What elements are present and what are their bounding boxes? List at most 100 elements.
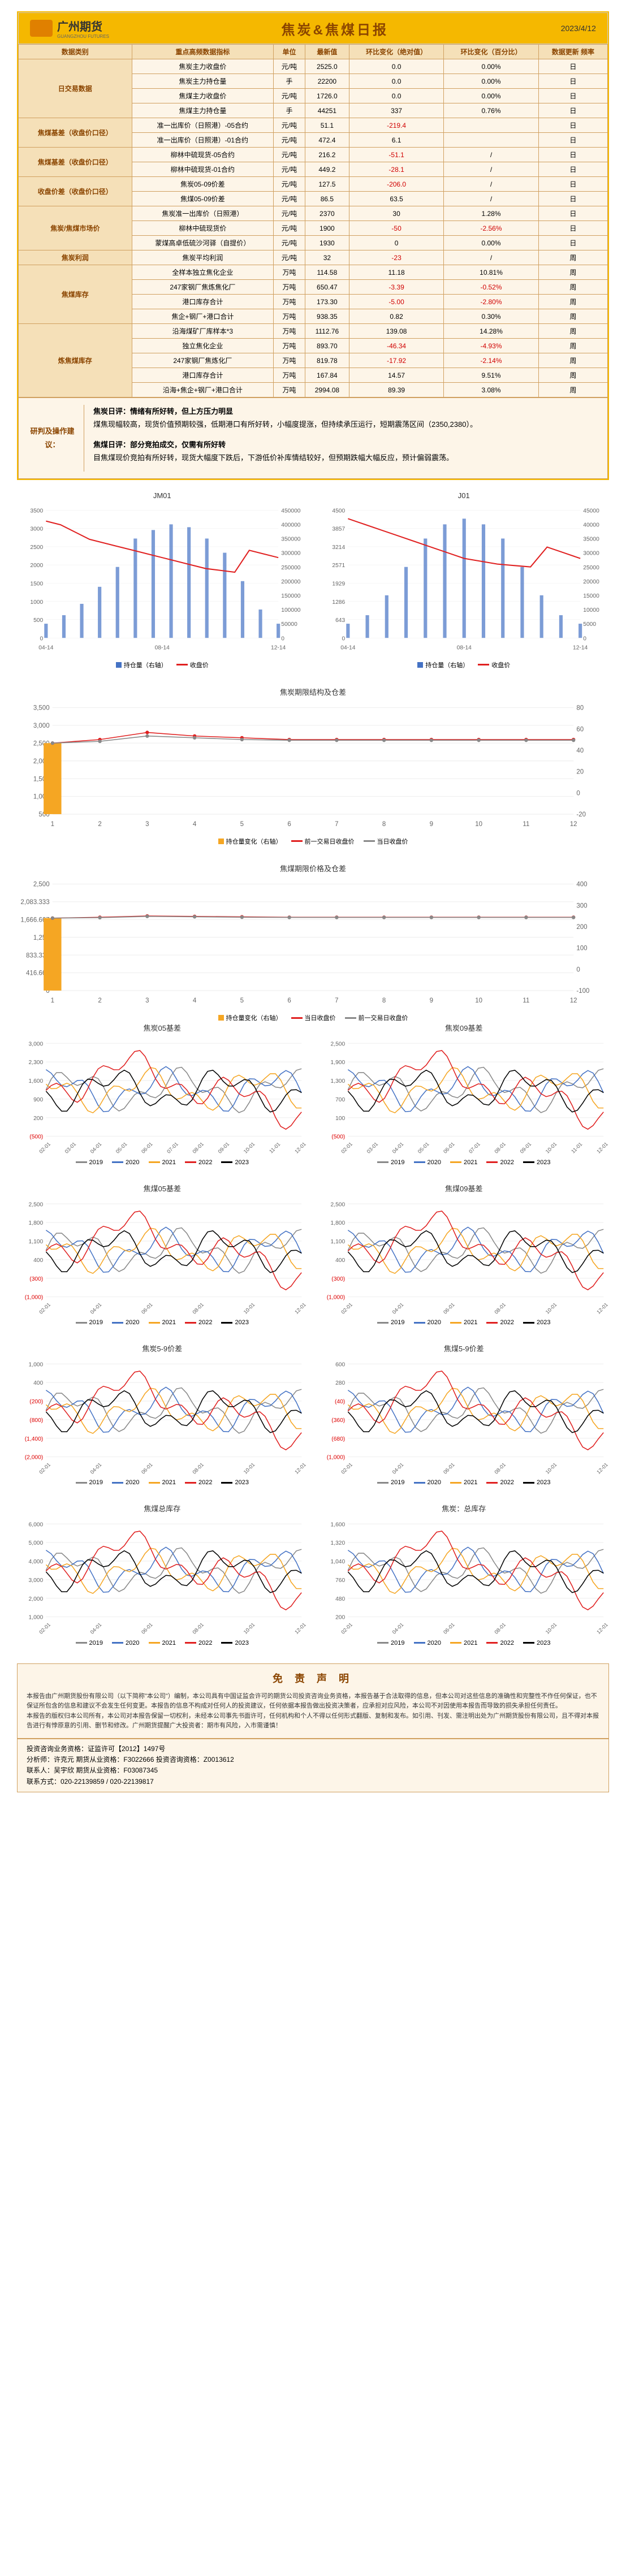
analysis-body: 目焦煤现价竞拍有所好转，现货大幅度下跌后，下游低价补库情结较好，但预期跌幅大幅反…: [93, 451, 598, 464]
chart-legend: 20192020202120222023: [17, 1159, 308, 1166]
table-cell: /: [444, 192, 538, 206]
svg-text:10-01: 10-01: [544, 1302, 558, 1314]
svg-text:2500: 2500: [30, 544, 43, 550]
svg-text:1,100: 1,100: [330, 1239, 345, 1245]
chart-title: 焦炭期限结构及仓差: [17, 686, 609, 697]
table-cell: 44251: [305, 103, 349, 118]
table-cell: 0.00%: [444, 59, 538, 74]
table-cell: 0.82: [349, 309, 443, 324]
table-cell: 元/吨: [274, 236, 305, 250]
table-cell: -2.14%: [444, 353, 538, 368]
table-cell: 周: [538, 383, 607, 397]
svg-text:04-01: 04-01: [89, 1622, 103, 1635]
table-cell: 焦炭平均利润: [132, 250, 273, 265]
table-row: 焦煤基差（收盘价口径）柳林中硫现货-05合约元/吨216.2-51.1/日: [19, 148, 608, 162]
svg-text:09-01: 09-01: [519, 1141, 532, 1153]
chart-legend: 持仓量变化（右轴）前一交易日收盘价当日收盘价: [17, 837, 609, 846]
svg-text:4500: 4500: [332, 508, 345, 514]
svg-text:7: 7: [335, 997, 338, 1004]
chart-legend: 持仓量（右轴）收盘价: [17, 660, 308, 669]
svg-text:10-01: 10-01: [243, 1141, 256, 1153]
svg-text:3857: 3857: [332, 526, 345, 532]
disclaimer-title: 免 责 声 明: [27, 1671, 599, 1687]
svg-text:200000: 200000: [281, 578, 301, 585]
svg-text:1,600: 1,600: [330, 1522, 345, 1528]
svg-text:6: 6: [287, 997, 291, 1004]
basis-chart: 焦煤总库存1,0002,0003,0004,0005,0006,00002-01…: [17, 1503, 308, 1646]
table-cell: 938.35: [305, 309, 349, 324]
table-row: 焦煤基差（收盘价口径）准一出库价（日照港）-05合约元/吨51.1-219.4日: [19, 118, 608, 133]
svg-text:02-01: 02-01: [38, 1141, 51, 1153]
table-row: 焦炭/焦煤市场价焦炭准一出库价（日照港）元/吨2370301.28%日: [19, 206, 608, 221]
table-cell: 元/吨: [274, 250, 305, 265]
svg-text:2,500: 2,500: [330, 1201, 345, 1208]
svg-text:02-01: 02-01: [340, 1141, 353, 1153]
table-cell: 手: [274, 74, 305, 89]
svg-text:08-01: 08-01: [493, 1622, 507, 1635]
svg-text:-20: -20: [576, 811, 586, 818]
svg-text:5: 5: [240, 997, 244, 1004]
svg-text:1,320: 1,320: [330, 1541, 345, 1547]
svg-text:06-01: 06-01: [442, 1302, 456, 1314]
svg-text:40: 40: [576, 747, 584, 754]
logo-sub: GUANGZHOU FUTURES: [57, 34, 109, 39]
table-cell: -4.93%: [444, 339, 538, 353]
price-volume-chart: J010643128619292571321438574500050001000…: [319, 491, 610, 669]
svg-text:0: 0: [576, 790, 580, 797]
table-cell: 蒙煤高卓低硫沙河驿（自提价）: [132, 236, 273, 250]
svg-text:6,000: 6,000: [29, 1522, 44, 1528]
table-cell: -219.4: [349, 118, 443, 133]
table-cell: 准一出库价（日照港）-01合约: [132, 133, 273, 148]
contact-line: 投资咨询业务资格：证监许可【2012】1497号: [27, 1744, 599, 1754]
svg-text:20000: 20000: [583, 578, 599, 585]
svg-text:05-01: 05-01: [416, 1141, 430, 1153]
svg-text:02-01: 02-01: [340, 1462, 353, 1474]
svg-text:100: 100: [335, 1116, 345, 1122]
svg-text:02-01: 02-01: [38, 1302, 51, 1314]
svg-text:450000: 450000: [281, 508, 301, 514]
chart-title: 焦炭09基差: [319, 1022, 610, 1033]
analysis-body: 煤焦现幅较高，现货价值预期较强，低期港口有所好转，小幅度提涨，但持续承压运行，短…: [93, 418, 598, 431]
svg-text:10-01: 10-01: [544, 1141, 558, 1153]
table-cell: 周: [538, 265, 607, 280]
svg-text:06-01: 06-01: [140, 1622, 154, 1635]
table-cell: 沿海+焦企+钢厂+港口合计: [132, 383, 273, 397]
table-cell: /: [444, 148, 538, 162]
svg-text:25000: 25000: [583, 564, 599, 570]
table-cell: 元/吨: [274, 206, 305, 221]
svg-text:100: 100: [576, 945, 587, 952]
table-header: 重点高频数据指标: [132, 45, 273, 59]
svg-text:08-01: 08-01: [493, 1141, 507, 1153]
svg-text:02-01: 02-01: [38, 1622, 51, 1635]
svg-text:05-01: 05-01: [115, 1141, 128, 1153]
chart-legend: 持仓量（右轴）收盘价: [319, 660, 610, 669]
svg-text:12-01: 12-01: [293, 1302, 307, 1314]
chart-legend: 20192020202120222023: [319, 1159, 610, 1166]
table-cell: 日: [538, 221, 607, 236]
svg-text:06-01: 06-01: [140, 1141, 154, 1153]
chart-title: 焦炭5-9价差: [17, 1343, 308, 1354]
svg-text:3214: 3214: [332, 544, 345, 550]
svg-text:1,800: 1,800: [29, 1220, 44, 1226]
basis-chart: 焦炭5-9价差(2,000)(1,400)(800)(200)4001,0000…: [17, 1343, 308, 1486]
svg-text:(300): (300): [29, 1276, 43, 1282]
table-cell: 港口库存合计: [132, 368, 273, 383]
chart-title: 焦煤期限价格及仓差: [17, 863, 609, 874]
svg-text:300000: 300000: [281, 550, 301, 556]
svg-text:08-01: 08-01: [191, 1141, 205, 1153]
table-cell: 30: [349, 206, 443, 221]
svg-text:1: 1: [51, 820, 54, 827]
table-cell: -5.00: [349, 295, 443, 309]
table-cell: 650.47: [305, 280, 349, 295]
table-cell: 0.76%: [444, 103, 538, 118]
svg-text:60: 60: [576, 726, 584, 733]
svg-text:08-14: 08-14: [456, 645, 472, 651]
svg-text:8: 8: [382, 820, 386, 827]
svg-text:3000: 3000: [30, 526, 43, 532]
svg-text:10-01: 10-01: [544, 1462, 558, 1474]
svg-text:08-01: 08-01: [191, 1302, 205, 1314]
svg-text:200: 200: [335, 1615, 345, 1621]
chart-title: JM01: [17, 491, 308, 500]
table-cell: 周: [538, 353, 607, 368]
svg-text:15000: 15000: [583, 593, 599, 599]
